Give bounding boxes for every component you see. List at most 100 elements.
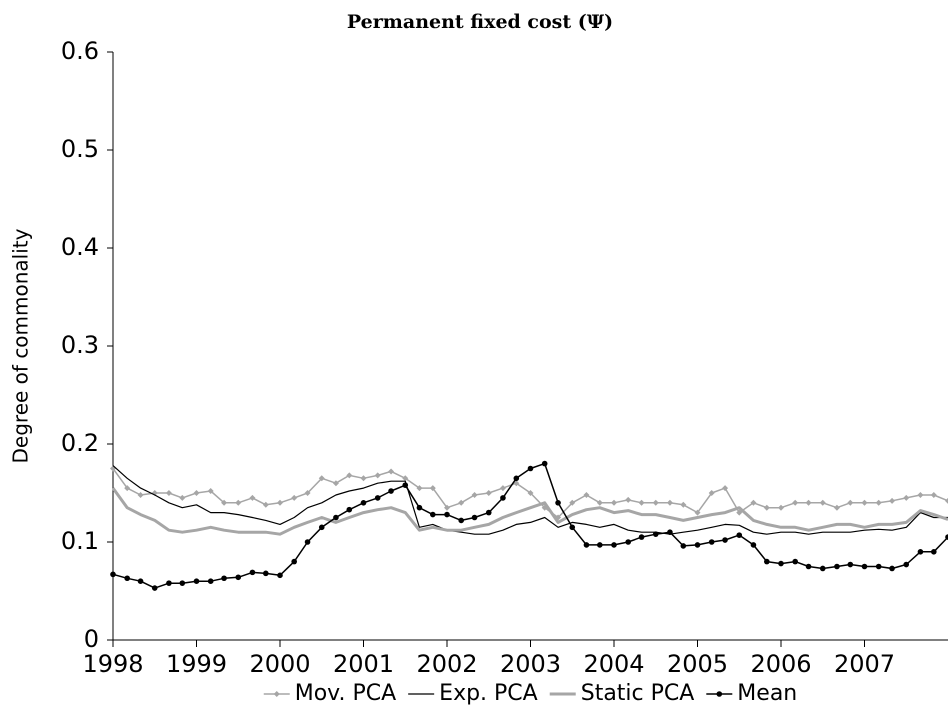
point — [763, 504, 770, 511]
point — [527, 465, 534, 472]
x-tick-label: 2003 — [500, 650, 561, 678]
point — [903, 561, 910, 568]
point — [207, 488, 214, 495]
point — [778, 560, 784, 567]
y-tick-label: 0.4 — [61, 233, 99, 261]
point — [666, 499, 673, 506]
point — [875, 563, 882, 570]
point — [277, 499, 283, 506]
point — [179, 494, 186, 501]
point — [596, 499, 603, 506]
point — [346, 472, 353, 479]
point — [875, 499, 882, 506]
point — [304, 490, 311, 496]
point — [638, 499, 645, 506]
point — [930, 491, 937, 498]
point — [652, 499, 659, 506]
point — [124, 575, 130, 582]
point — [680, 501, 687, 508]
point — [291, 494, 298, 501]
point — [221, 575, 227, 582]
x-tick-label: 2005 — [667, 650, 728, 678]
point — [917, 491, 924, 498]
point — [402, 475, 409, 482]
point — [611, 542, 617, 548]
point — [471, 514, 478, 521]
point — [834, 563, 840, 570]
point — [625, 539, 631, 545]
point — [708, 539, 715, 545]
x-tick-label: 2004 — [583, 650, 644, 678]
point — [541, 460, 548, 467]
y-tick-label: 0.2 — [61, 429, 99, 457]
point — [193, 578, 200, 584]
y-tick-label: 0.1 — [61, 527, 99, 555]
legend-label: Mean — [737, 681, 797, 706]
point — [318, 475, 325, 482]
point — [291, 558, 297, 565]
point — [792, 558, 798, 565]
point — [736, 509, 743, 516]
point — [750, 499, 757, 506]
point — [374, 472, 381, 479]
point — [667, 529, 673, 535]
point — [931, 549, 937, 555]
point — [694, 509, 701, 516]
point — [429, 485, 436, 492]
series-line — [111, 487, 948, 536]
point — [304, 539, 311, 545]
y-tick-label: 0 — [84, 625, 99, 653]
point — [360, 500, 367, 506]
legend-marker — [273, 691, 280, 697]
point — [471, 491, 478, 498]
point — [903, 494, 910, 501]
point — [722, 485, 729, 492]
x-tick-label: 2001 — [333, 650, 394, 678]
point — [722, 537, 728, 543]
point — [416, 485, 423, 492]
point — [555, 500, 561, 506]
point — [360, 475, 367, 482]
point — [235, 574, 242, 581]
point — [151, 585, 158, 591]
point — [318, 524, 325, 531]
y-axis-label: Degree of commonality — [9, 228, 33, 463]
point — [110, 571, 116, 578]
y-tick-label: 0.5 — [61, 135, 99, 163]
point — [485, 490, 492, 496]
legend-label: Static PCA — [581, 681, 695, 706]
point — [277, 572, 283, 579]
point — [805, 563, 812, 570]
point — [569, 499, 576, 506]
point — [179, 580, 186, 586]
point — [819, 499, 826, 506]
point — [499, 485, 506, 492]
point — [500, 495, 506, 501]
point — [694, 542, 701, 548]
x-tick-label: 2002 — [416, 650, 477, 678]
point — [805, 499, 812, 506]
point — [847, 499, 854, 506]
series-line — [112, 465, 948, 535]
x-tick-label: 2006 — [750, 650, 811, 678]
point — [833, 504, 840, 511]
x-tick-label: 1998 — [82, 650, 143, 678]
point — [513, 475, 520, 482]
point — [917, 549, 924, 555]
point — [945, 497, 948, 504]
point — [249, 569, 256, 576]
point — [458, 499, 465, 506]
point — [945, 534, 948, 540]
legend: Mov. PCA Exp. PCA Static PCA Mean — [263, 681, 797, 706]
point — [137, 491, 144, 498]
point — [137, 578, 144, 584]
point — [736, 532, 743, 538]
point — [124, 485, 131, 492]
y-tick-label: 0.3 — [61, 331, 99, 359]
x-tick-label: 1999 — [166, 650, 227, 678]
point — [583, 542, 590, 548]
point — [611, 499, 617, 506]
point — [569, 524, 576, 531]
